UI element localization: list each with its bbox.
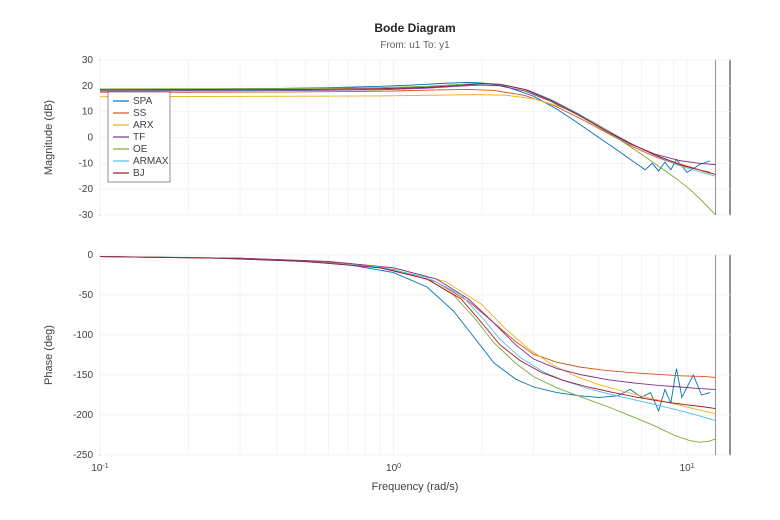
xtick-label: 10-1 [91, 463, 108, 475]
magnitude-panel-ytick: -20 [79, 184, 94, 195]
legend-label: OE [133, 144, 148, 155]
phase-panel: -250 -200 -150 -100 -50 0 Phase (deg) 10-1 100 10… [43, 250, 730, 474]
phase-panel-ytick: 0 [87, 250, 93, 261]
magnitude-panel-ytick: 20 [82, 81, 94, 92]
phase-panel-box [100, 255, 730, 455]
xtick-label: 100 [386, 463, 401, 475]
magnitude-panel-ytick: 0 [87, 133, 93, 144]
magnitude-panel-ytick: -30 [79, 210, 94, 221]
legend-label: ARMAX [133, 156, 169, 167]
phase-panel-ytick: -100 [73, 330, 93, 341]
legend: SPASSARXTFOEARMAXBJ [108, 92, 170, 182]
phase-panel-ytick: -150 [73, 370, 93, 381]
magnitude-panel-ytick: 10 [82, 107, 94, 118]
legend-label: SPA [133, 96, 153, 107]
phase-panel-ylabel: Phase (deg) [43, 325, 55, 385]
legend-label: ARX [133, 120, 154, 131]
phase-panel-ytick: -250 [73, 450, 93, 461]
magnitude-panel-ytick: 30 [82, 55, 94, 66]
magnitude-panel-ylabel: Magnitude (dB) [43, 100, 55, 175]
phase-panel-ytick: -50 [79, 290, 94, 301]
legend-label: SS [133, 108, 147, 119]
magnitude-panel-ytick: -10 [79, 158, 94, 169]
xtick-label: 101 [680, 463, 695, 475]
chart-title: Bode Diagram [374, 21, 455, 35]
chart-subtitle: From: u1 To: y1 [380, 40, 450, 51]
legend-label: BJ [133, 168, 145, 179]
xlabel: Frequency (rad/s) [372, 481, 459, 493]
phase-panel-ytick: -200 [73, 410, 93, 421]
legend-label: TF [133, 132, 145, 143]
